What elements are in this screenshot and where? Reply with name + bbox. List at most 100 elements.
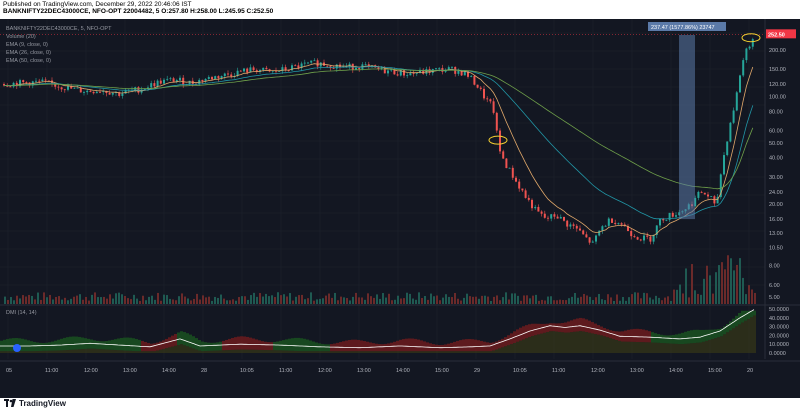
price-tick-label: 60.00 <box>769 129 783 135</box>
dmi-band <box>120 337 123 351</box>
dmi-band <box>261 341 264 350</box>
candle-body <box>710 196 713 198</box>
price-tick-label: 30.00 <box>769 175 783 181</box>
dmi-band <box>381 351 384 353</box>
volume-bar <box>448 296 450 304</box>
dmi-band <box>51 350 54 353</box>
dmi-band <box>156 350 159 353</box>
dmi-band <box>18 351 21 353</box>
volume-bar <box>445 294 447 304</box>
dmi-band <box>684 343 687 353</box>
dmi-band <box>291 338 294 351</box>
dmi-band <box>600 335 603 353</box>
candle-body <box>547 217 549 219</box>
dmi-band <box>630 341 633 353</box>
dmi-band <box>306 339 309 352</box>
dmi-band <box>468 339 471 352</box>
dmi-band <box>714 338 717 353</box>
candle-body <box>332 68 335 69</box>
candle-body <box>60 87 63 90</box>
candle-body <box>707 194 709 197</box>
dmi-tick-label: 0.0000 <box>769 351 786 357</box>
candle-body <box>409 73 412 76</box>
volume-bar <box>229 300 231 304</box>
volume-bar <box>70 298 72 304</box>
chart-svg[interactable]: 200.00 150.00 120.00 100.00 80.00 60.00 50.00 4… <box>0 19 800 398</box>
dmi-band <box>414 338 417 352</box>
dmi-band <box>696 342 699 353</box>
time-tick-label: 10:05 <box>513 368 527 374</box>
volume-bar <box>214 296 216 304</box>
volume-bar <box>250 295 252 304</box>
volume-bar <box>382 293 384 304</box>
dmi-band <box>729 321 732 331</box>
volume-bar <box>331 297 333 304</box>
dmi-band <box>165 338 168 349</box>
dmi-band <box>117 338 120 351</box>
dmi-band <box>483 351 486 353</box>
volume-bar <box>10 297 12 304</box>
candle-body <box>124 90 127 94</box>
adx-line <box>0 309 755 349</box>
dmi-band <box>648 342 651 353</box>
dmi-band <box>522 326 525 340</box>
dmi-band <box>210 342 213 351</box>
dmi-band <box>633 341 636 353</box>
candle-body <box>563 216 565 221</box>
volume-bar <box>574 292 576 304</box>
candle-body <box>556 216 559 219</box>
volume-bar <box>25 296 27 304</box>
dmi-band <box>72 349 75 353</box>
dmi-band <box>561 322 564 333</box>
candle-body <box>537 206 540 212</box>
footer: TradingView <box>0 398 800 411</box>
dmi-band <box>255 349 258 353</box>
dmi-band <box>294 350 297 353</box>
dmi-band <box>627 341 630 353</box>
volume-bar <box>532 295 534 304</box>
dmi-band <box>213 350 216 353</box>
dmi-band <box>363 341 366 352</box>
candle-body <box>9 86 12 88</box>
dmi-band <box>432 351 435 353</box>
dmi-band <box>162 348 165 353</box>
volume-bar <box>424 295 426 304</box>
candle-body <box>143 88 146 90</box>
volume-bar <box>172 299 174 304</box>
dmi-band <box>468 351 471 353</box>
dmi-band <box>663 343 666 353</box>
volume-bar <box>571 296 573 304</box>
dmi-band <box>642 342 645 353</box>
volume-bar <box>154 299 156 304</box>
candle-body <box>118 92 121 96</box>
chart-area[interactable]: 200.00 150.00 120.00 100.00 80.00 60.00 50.00 4… <box>0 19 800 398</box>
dmi-band <box>246 336 249 350</box>
time-tick-label: 28 <box>201 368 207 374</box>
dmi-band <box>708 339 711 353</box>
volume-bar <box>232 299 234 304</box>
dmi-band <box>6 339 9 352</box>
volume-bar <box>112 298 114 304</box>
volume-bar <box>115 293 117 304</box>
volume-bar <box>97 297 99 304</box>
dmi-band <box>462 351 465 353</box>
price-badge-label: 252.50 <box>768 32 785 38</box>
dmi-band <box>258 349 261 353</box>
dmi-band <box>636 342 639 353</box>
volume-bar <box>535 294 537 304</box>
volume-bar <box>58 296 60 304</box>
dmi-band <box>156 342 159 351</box>
dmi-band <box>279 340 282 351</box>
dmi-band <box>12 351 15 353</box>
volume-bar <box>64 297 66 304</box>
dmi-band <box>582 331 585 353</box>
candle-body <box>630 231 633 237</box>
candle-body <box>582 230 585 235</box>
dmi-band <box>690 343 693 353</box>
candle-body <box>147 87 149 89</box>
volume-bar <box>322 298 324 304</box>
candle-body <box>265 67 268 70</box>
candle-body <box>44 79 47 81</box>
dmi-band <box>429 351 432 353</box>
candle-body <box>470 75 473 77</box>
